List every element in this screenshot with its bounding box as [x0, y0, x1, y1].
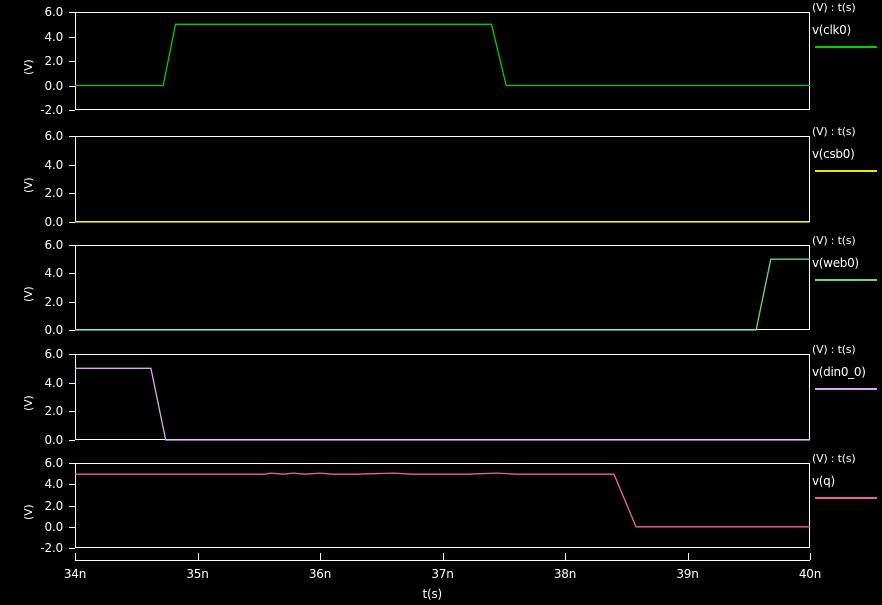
y-axis-unit-label: (V) — [22, 503, 35, 520]
y-tick-1-1 — [69, 165, 75, 166]
plot-area-vweb0[interactable] — [75, 245, 810, 330]
y-tick-label: 6.0 — [44, 456, 64, 470]
legend-signal-name[interactable]: v(clk0) — [812, 23, 851, 37]
y-tick-label: 4.0 — [44, 477, 64, 492]
y-tick-0-1 — [69, 37, 75, 38]
x-axis-line — [75, 560, 810, 561]
legend-signal-name[interactable]: v(q) — [812, 474, 835, 488]
y-tick-1-3 — [69, 222, 75, 223]
y-tick-label: 2.0 — [44, 294, 64, 309]
y-tick-0-0 — [69, 12, 75, 13]
y-axis-unit-label: (V) — [22, 59, 35, 75]
y-tick-label: 6.0 — [44, 238, 64, 252]
y-tick-2-3 — [69, 330, 75, 331]
y-tick-0-4 — [69, 110, 75, 111]
y-tick-label: 4.0 — [44, 375, 64, 390]
x-axis-unit-label: t(s) — [422, 587, 443, 601]
x-tick-label: 38n — [553, 567, 577, 581]
y-tick-2-2 — [69, 302, 75, 303]
x-tick-1 — [198, 553, 199, 560]
y-tick-label: 0.0 — [44, 323, 64, 337]
legend-signal-name[interactable]: v(web0) — [812, 256, 859, 270]
y-tick-label: -2.0 — [40, 103, 63, 117]
y-tick-label: 0.0 — [44, 519, 64, 534]
y-tick-1-2 — [69, 193, 75, 194]
y-tick-4-1 — [69, 484, 75, 485]
y-tick-label: 4.0 — [44, 29, 64, 44]
x-tick-3 — [443, 553, 444, 560]
legend-color-swatch — [815, 388, 877, 390]
y-tick-0-2 — [69, 61, 75, 62]
y-tick-label: 6.0 — [44, 347, 64, 361]
legend-header-2: (V) : t(s) — [812, 234, 856, 247]
y-axis-unit-label: (V) — [22, 177, 35, 193]
y-tick-label: 2.0 — [44, 54, 64, 68]
y-tick-label: 6.0 — [44, 129, 64, 143]
y-tick-3-1 — [69, 383, 75, 384]
legend-header-4: (V) : t(s) — [812, 452, 856, 465]
x-tick-label: 40n — [798, 567, 822, 581]
x-tick-label: 39n — [676, 567, 699, 581]
plot-area-vclk0[interactable] — [75, 12, 810, 110]
x-tick-label: 34n — [63, 567, 87, 581]
y-axis-unit-label: (V) — [22, 285, 35, 302]
y-axis-unit-label: (V) — [22, 395, 35, 411]
y-tick-label: 0.0 — [44, 215, 64, 229]
y-tick-4-0 — [69, 463, 75, 464]
y-tick-2-1 — [69, 273, 75, 274]
y-tick-label: 2.0 — [44, 404, 64, 419]
y-tick-label: 4.0 — [44, 266, 64, 281]
y-tick-3-0 — [69, 354, 75, 355]
x-tick-6 — [810, 553, 811, 560]
y-tick-3-2 — [69, 411, 75, 412]
x-tick-4 — [565, 553, 566, 560]
y-tick-3-3 — [69, 440, 75, 441]
y-tick-0-3 — [69, 86, 75, 87]
y-tick-label: 6.0 — [44, 5, 64, 19]
legend-header-3: (V) : t(s) — [812, 343, 856, 356]
x-tick-0 — [75, 553, 76, 560]
x-tick-label: 35n — [186, 567, 209, 581]
y-tick-label: 2.0 — [44, 498, 64, 513]
plot-area-vq[interactable] — [75, 463, 810, 548]
legend-color-swatch — [815, 46, 877, 48]
y-tick-4-2 — [69, 506, 75, 507]
plot-area-vcsb0[interactable] — [75, 136, 810, 222]
x-tick-2 — [320, 553, 321, 560]
legend-color-swatch — [815, 497, 877, 499]
legend-header-0: (V) : t(s) — [812, 1, 856, 14]
plot-area-vdin0_0[interactable] — [75, 354, 810, 440]
x-tick-label: 36n — [308, 567, 332, 581]
y-tick-label: 2.0 — [44, 186, 64, 201]
y-tick-label: -2.0 — [40, 541, 63, 555]
legend-signal-name[interactable]: v(din0_0) — [812, 365, 866, 379]
x-tick-label: 37n — [431, 567, 454, 581]
x-tick-5 — [688, 553, 689, 560]
legend-header-1: (V) : t(s) — [812, 125, 856, 138]
legend-color-swatch — [815, 170, 877, 172]
legend-color-swatch — [815, 279, 877, 281]
y-tick-2-0 — [69, 245, 75, 246]
y-tick-4-4 — [69, 548, 75, 549]
y-tick-label: 4.0 — [44, 157, 64, 172]
legend-signal-name[interactable]: v(csb0) — [812, 147, 855, 161]
y-tick-label: 0.0 — [44, 433, 64, 447]
y-tick-1-0 — [69, 136, 75, 137]
y-tick-4-3 — [69, 527, 75, 528]
y-tick-label: 0.0 — [44, 78, 64, 93]
